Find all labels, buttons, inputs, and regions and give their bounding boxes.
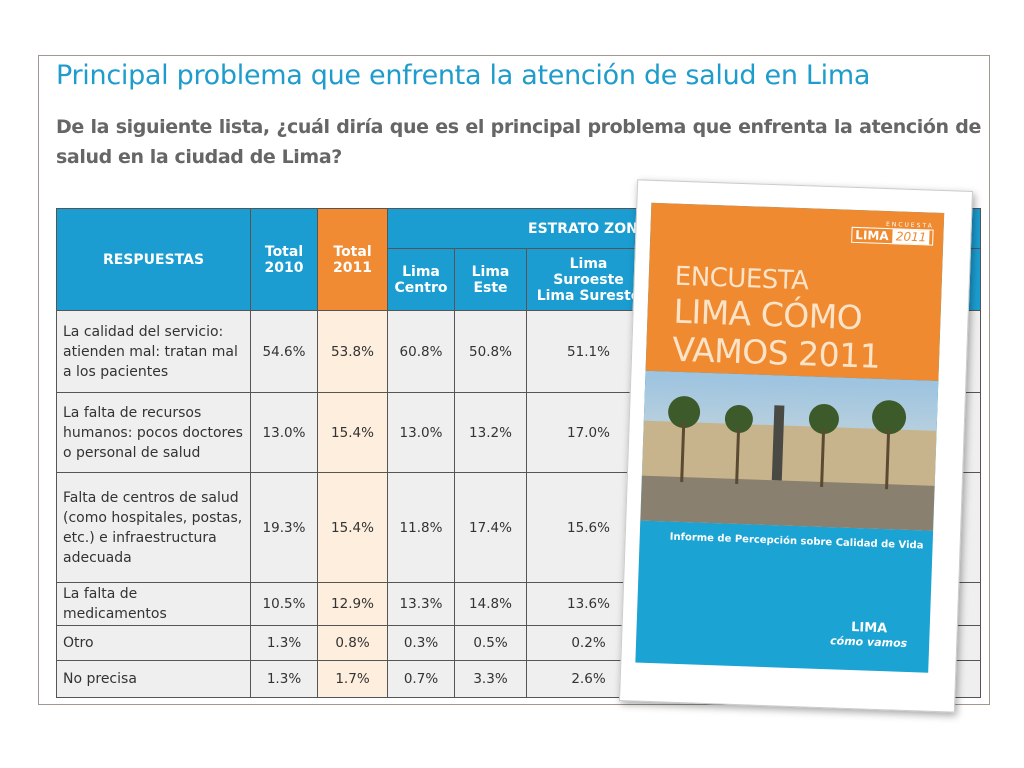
cell: Falta de centros de salud (como hospital… <box>56 472 251 583</box>
cell: 13.0% <box>250 392 318 473</box>
cell: 50.8% <box>454 310 527 393</box>
cell: 17.4% <box>454 472 527 583</box>
cell: 0.7% <box>387 660 455 698</box>
cell: 15.4% <box>317 392 388 473</box>
cover-logo: ENCUESTA LIMA 2011 <box>851 220 934 246</box>
cell: La falta de recursos humanos: pocos doct… <box>56 392 251 473</box>
cell: 12.9% <box>317 582 388 626</box>
cell: La calidad del servicio: atienden mal: t… <box>56 310 251 393</box>
logo-name: LIMA <box>855 227 889 244</box>
cell: 0.5% <box>454 625 527 661</box>
cell: 13.3% <box>387 582 455 626</box>
cover-brand: LIMA cómo vamos <box>830 619 908 650</box>
cell: 54.6% <box>250 310 318 393</box>
logo-year: 2011 <box>892 229 930 245</box>
cell: 13.2% <box>454 392 527 473</box>
cell: 10.5% <box>250 582 318 626</box>
brand-bottom: cómo vamos <box>829 634 908 650</box>
book-cover: ENCUESTA LIMA 2011 ENCUESTA LIMA CÓMO VA… <box>618 179 974 713</box>
question: De la siguiente lista, ¿cuál diría que e… <box>56 116 981 168</box>
cell: 51.1% <box>526 310 651 393</box>
cover-photo <box>640 370 939 531</box>
header-cell: RESPUESTAS <box>56 208 251 311</box>
cell: 3.3% <box>454 660 527 698</box>
cell: 0.3% <box>387 625 455 661</box>
cell: La falta de medicamentos <box>56 582 251 626</box>
header-cell: Lima Centro <box>387 248 455 311</box>
cover-title: ENCUESTA <box>674 261 809 297</box>
cell: 15.4% <box>317 472 388 583</box>
cover-inner: ENCUESTA LIMA 2011 ENCUESTA LIMA CÓMO VA… <box>635 202 945 673</box>
header-cell: Total 2011 <box>317 208 388 311</box>
cell: 1.3% <box>250 625 318 661</box>
cell: 13.0% <box>387 392 455 473</box>
cell: 1.3% <box>250 660 318 698</box>
cover-title: VAMOS 2011 <box>671 329 881 376</box>
logo-box: LIMA 2011 <box>851 226 934 246</box>
cell: 60.8% <box>387 310 455 393</box>
title: Principal problema que enfrenta la atenc… <box>56 60 871 91</box>
cover-orange: ENCUESTA LIMA 2011 ENCUESTA LIMA CÓMO VA… <box>645 202 945 381</box>
cell: 11.8% <box>387 472 455 583</box>
cell: 19.3% <box>250 472 318 583</box>
cover-subtitle: Informe de Percepción sobre Calidad de V… <box>669 531 924 552</box>
cell: Otro <box>56 625 251 661</box>
header-cell: Total 2010 <box>250 208 318 311</box>
frame <box>38 55 990 705</box>
cell: 53.8% <box>317 310 388 393</box>
cell: 14.8% <box>454 582 527 626</box>
cell: 0.8% <box>317 625 388 661</box>
cell: No precisa <box>56 660 251 698</box>
cell: 1.7% <box>317 660 388 698</box>
header-cell: Lima Este <box>454 248 527 311</box>
header-cell: Lima Suroeste Lima Sureste <box>526 248 651 311</box>
